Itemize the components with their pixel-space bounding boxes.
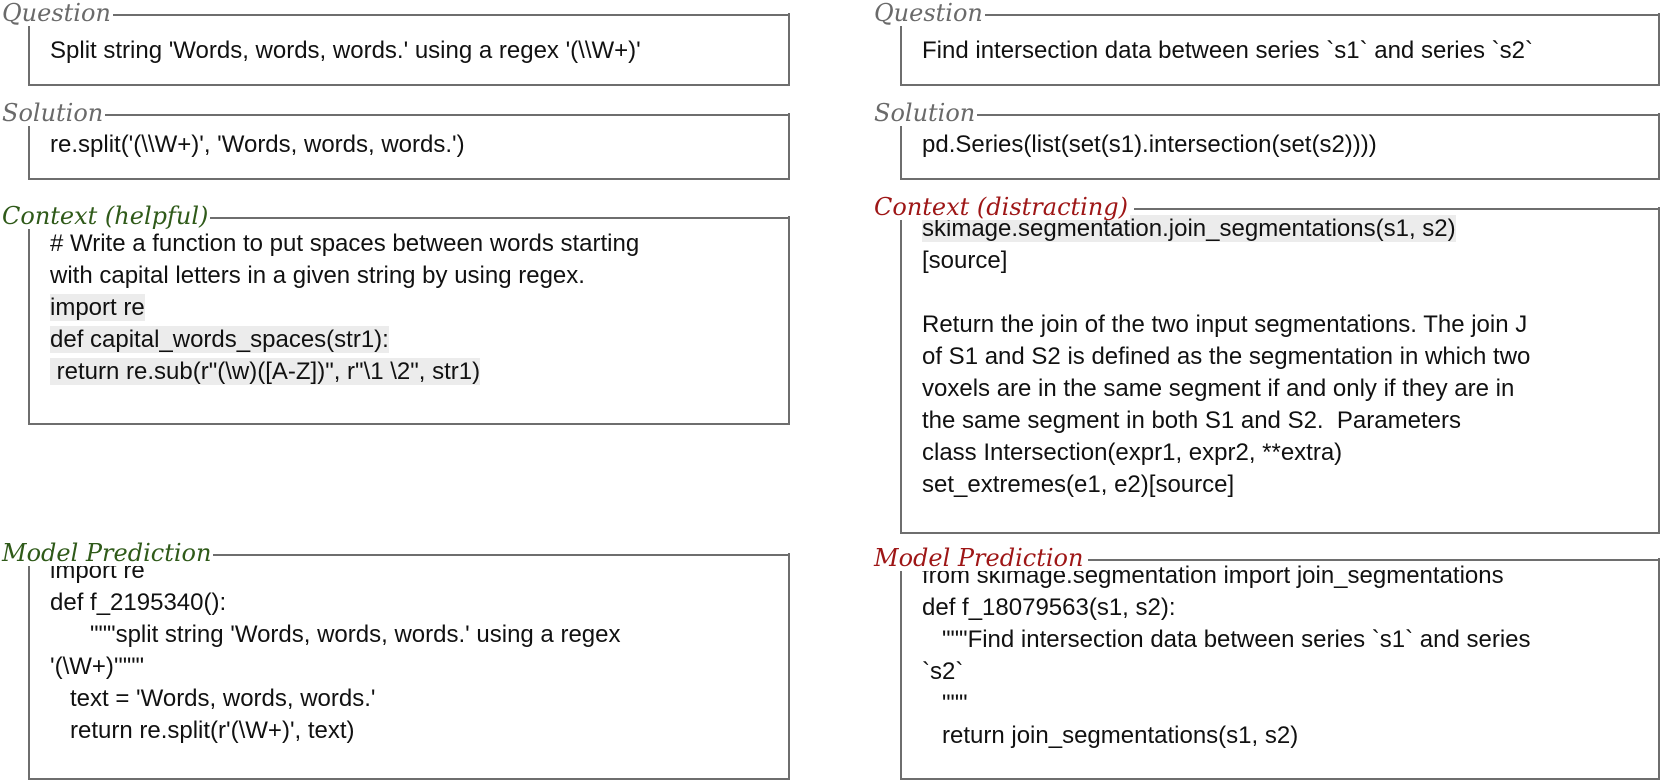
right-prediction-label: Model Prediction: [874, 544, 1086, 572]
context-line: of S1 and S2 is defined as the segmentat…: [922, 343, 1531, 370]
right-solution-panel: Solution pd.Series(list(set(s1).intersec…: [872, 100, 1660, 180]
left-question-rule: [100, 14, 790, 16]
left-context-rule: [206, 217, 790, 219]
context-line: the same segment in both S1 and S2. Para…: [922, 407, 1461, 434]
context-code-line: import re: [50, 294, 145, 321]
left-solution-label: Solution: [2, 99, 106, 127]
left-context-label: Context (helpful): [2, 202, 211, 230]
right-question-box: Find intersection data between series `s…: [900, 13, 1660, 86]
context-code-line: return re.sub(r"(\w)([A-Z])", r"\1 \2", …: [50, 358, 481, 385]
prediction-line: `s2`: [922, 658, 964, 685]
left-solution-box: re.split('(\\W+)', 'Words, words, words.…: [28, 113, 790, 180]
right-prediction-panel: Model Prediction from skimage.segmentati…: [872, 545, 1660, 780]
left-question-text: Split string 'Words, words, words.' usin…: [50, 37, 641, 64]
right-solution-text: pd.Series(list(set(s1).intersection(set(…: [922, 131, 1377, 158]
context-line: voxels are in the same segment if and on…: [922, 375, 1515, 402]
right-solution-rule: [974, 114, 1660, 116]
prediction-line: return re.split(r'(\W+)', text): [50, 717, 355, 744]
context-line: # Write a function to put spaces between…: [50, 230, 640, 257]
right-context-box: skimage.segmentation.join_segmentations(…: [900, 207, 1660, 534]
left-question-panel: Question Split string 'Words, words, wor…: [0, 0, 790, 86]
right-prediction-box: from skimage.segmentation import join_se…: [900, 558, 1660, 780]
right-solution-label: Solution: [874, 99, 978, 127]
left-prediction-rule: [210, 554, 790, 556]
prediction-line: return join_segmentations(s1, s2): [922, 722, 1299, 749]
right-context-panel: Context (distracting) skimage.segmentati…: [872, 194, 1660, 534]
prediction-line: """split string 'Words, words, words.' u…: [50, 621, 621, 648]
left-context-box: # Write a function to put spaces between…: [28, 216, 790, 425]
right-prediction-rule: [1088, 559, 1660, 561]
left-solution-rule: [102, 114, 790, 116]
left-prediction-panel: Model Prediction import re def f_2195340…: [0, 540, 790, 780]
left-question-box: Split string 'Words, words, words.' usin…: [28, 13, 790, 86]
prediction-line: """Find intersection data between series…: [922, 626, 1531, 653]
context-line: with capital letters in a given string b…: [50, 262, 585, 289]
context-line: Return the join of the two input segment…: [922, 311, 1528, 338]
left-solution-panel: Solution re.split('(\\W+)', 'Words, word…: [0, 100, 790, 180]
right-question-panel: Question Find intersection data between …: [872, 0, 1660, 86]
right-context-label: Context (distracting): [874, 193, 1131, 221]
prediction-line: text = 'Words, words, words.': [50, 685, 376, 712]
left-context-panel: Context (helpful) # Write a function to …: [0, 203, 790, 425]
right-solution-box: pd.Series(list(set(s1).intersection(set(…: [900, 113, 1660, 180]
left-prediction-label: Model Prediction: [2, 539, 214, 567]
prediction-line: def f_18079563(s1, s2):: [922, 594, 1176, 621]
right-question-text: Find intersection data between series `s…: [922, 37, 1533, 64]
prediction-line: """: [922, 690, 968, 717]
right-context-rule: [1134, 208, 1660, 210]
context-line: class Intersection(expr1, expr2, **extra…: [922, 439, 1343, 466]
context-line: [922, 277, 1638, 309]
context-line: [source]: [922, 247, 1008, 274]
left-prediction-box: import re def f_2195340(): """split stri…: [28, 553, 790, 780]
context-line: set_extremes(e1, e2)[source]: [922, 471, 1235, 498]
right-question-label: Question: [874, 0, 985, 27]
left-question-label: Question: [2, 0, 113, 27]
right-question-rule: [972, 14, 1660, 16]
context-code-line: def capital_words_spaces(str1):: [50, 326, 389, 353]
left-solution-text: re.split('(\\W+)', 'Words, words, words.…: [50, 131, 465, 158]
prediction-line: '(\W+)'""": [50, 653, 145, 680]
prediction-line: def f_2195340():: [50, 589, 227, 616]
